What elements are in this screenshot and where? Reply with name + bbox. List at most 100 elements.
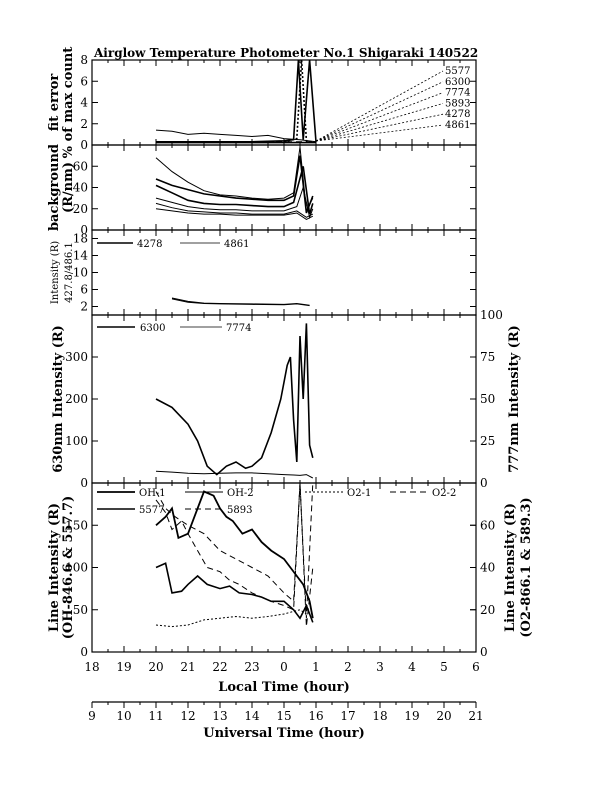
line-intensity-legend-label: O2-1 [347,488,371,499]
630-777-ytick-label: 100 [65,434,88,448]
fit-error-legend-label: 5577 [445,66,470,77]
background-series-4861 [155,202,314,218]
fit-error-legend-leader [315,70,444,142]
line-intensity-y2tick-label: 60 [480,518,495,532]
line-intensity-legend-label: 5893 [227,505,252,516]
fit-error-ytick-label: 6 [80,74,88,88]
630-777-y2tick-label: 100 [480,308,503,322]
background-frame [91,144,477,231]
line-intensity-y2label2: (O2-866.1 & 589.3) [519,497,534,637]
universal-time-tick-label: 21 [468,709,483,723]
local-time-tick-label: 23 [244,660,259,674]
background-ylabel: background [47,144,62,231]
universal-time-tick-label: 19 [404,709,419,723]
universal-time-axis-label: Universal Time (hour) [203,726,365,741]
line-intensity-legend-label: OH-1 [139,488,166,499]
universal-time-tick-label: 14 [244,709,260,723]
fit-error-legend-label: 4278 [445,109,470,120]
630-777-legend-label: 6300 [140,323,165,334]
universal-time-tick-label: 11 [148,709,163,723]
fit-error-ytick-label: 0 [80,138,88,152]
universal-time-tick-label: 20 [436,709,451,723]
line-intensity-series-5893 [155,482,314,627]
local-time-tick-label: 22 [212,660,227,674]
local-time-tick-label: 21 [180,660,195,674]
universal-time-tick-label: 15 [276,709,291,723]
630-777-frame [91,314,477,484]
630-777-legend-label: 7774 [226,323,251,334]
background-series-5577 [155,166,314,215]
line-intensity-series-OH-1 [155,490,314,619]
intensity-427-486-ytick-label: 14 [73,249,89,263]
line-intensity-ytick-label: 100 [65,561,88,575]
intensity-427-486-ytick-label: 6 [80,283,88,297]
chart-title: Airglow Temperature Photometer No.1 Shig… [93,46,478,60]
fit-error-ytick-label: 4 [80,96,88,110]
630-777-y2tick-label: 0 [480,476,488,490]
fit-error-legend-leader [315,81,444,142]
local-time-tick-label: 3 [376,660,384,674]
630-777-y2label: 777nm Intensity (R) [507,325,522,473]
fit-error-legend-label: 7774 [445,88,470,99]
fit-error-series-5577 [156,59,316,143]
fit-error-legend-label: 5893 [445,98,470,109]
fit-error-ylabel2: % of max count [61,47,76,159]
local-time-tick-label: 18 [84,660,99,674]
intensity-427-486-ytick-label: 10 [73,266,88,280]
background-series-7774 [155,147,314,213]
630-777-ytick-label: 200 [65,392,88,406]
intensity-427-486-ylabel: Intensity (R) [50,241,61,304]
line-intensity-series-O2-2 [155,482,314,619]
line-intensity-legend-label: 5577 [139,505,164,516]
universal-time-tick-label: 17 [340,709,355,723]
fit-error-ytick-label: 2 [80,117,88,131]
fit-error-frame [91,59,477,146]
local-time-tick-label: 6 [472,660,480,674]
universal-time-tick-label: 18 [372,709,387,723]
line-intensity-y2label: Line Intensity (R) [503,503,518,632]
line-intensity-y2tick-label: 40 [480,561,495,575]
fit-error-ylabel: fit error [47,74,62,132]
line-intensity-y2tick-label: 0 [480,645,488,659]
630-777-ylabel: 630nm Intensity (R) [51,325,66,473]
universal-time-tick-label: 10 [116,709,131,723]
background-ylabel2: (R/nm) [61,162,76,213]
background-series-4278 [155,208,314,220]
background-series-6300 [155,155,314,214]
universal-time-tick-label: 16 [308,709,323,723]
local-time-axis-label: Local Time (hour) [218,680,350,695]
line-intensity-series-O2-1 [155,609,307,628]
local-time-tick-label: 19 [116,660,131,674]
line-intensity-legend-label: O2-2 [432,488,456,499]
background-ytick-label: 0 [80,223,88,237]
local-time-tick-label: 1 [312,660,320,674]
fit-error-legend-label: 6300 [445,77,470,88]
line-intensity-y2tick-label: 20 [480,603,495,617]
630-777-series-7774 [155,470,314,479]
local-time-tick-label: 4 [408,660,416,674]
630-777-ytick-label: 300 [65,350,88,364]
background-ytick-label: 60 [73,159,88,173]
local-time-tick-label: 20 [148,660,163,674]
line-intensity-ytick-label: 150 [65,518,88,532]
line-intensity-legend-label: OH-2 [227,488,254,499]
intensity-427-486-ylabel2: 427.8/486.1 [64,242,75,303]
background-ytick-label: 40 [73,181,88,195]
fit-error-series-7774 [155,129,317,143]
line-intensity-ylabel: Line Intensity (R) [47,503,62,632]
630-777-y2tick-label: 25 [480,434,495,448]
fit-error-legend-leader [315,113,444,142]
universal-time-tick-label: 12 [180,709,195,723]
local-time-tick-label: 5 [440,660,448,674]
intensity-427-486-ytick-label: 2 [80,300,88,314]
local-time-tick-label: 0 [280,660,288,674]
universal-time-tick-label: 9 [88,709,96,723]
630-777-y2tick-label: 75 [480,350,495,364]
line-intensity-ytick-label: 50 [73,603,88,617]
fit-error-legend-leader [315,92,444,142]
local-time-tick-label: 2 [344,660,352,674]
background-ytick-label: 20 [73,202,88,216]
line-intensity-series-5577 [155,562,314,623]
line-intensity-ylabel2: (OH-846.6 & 557.7) [61,496,76,640]
